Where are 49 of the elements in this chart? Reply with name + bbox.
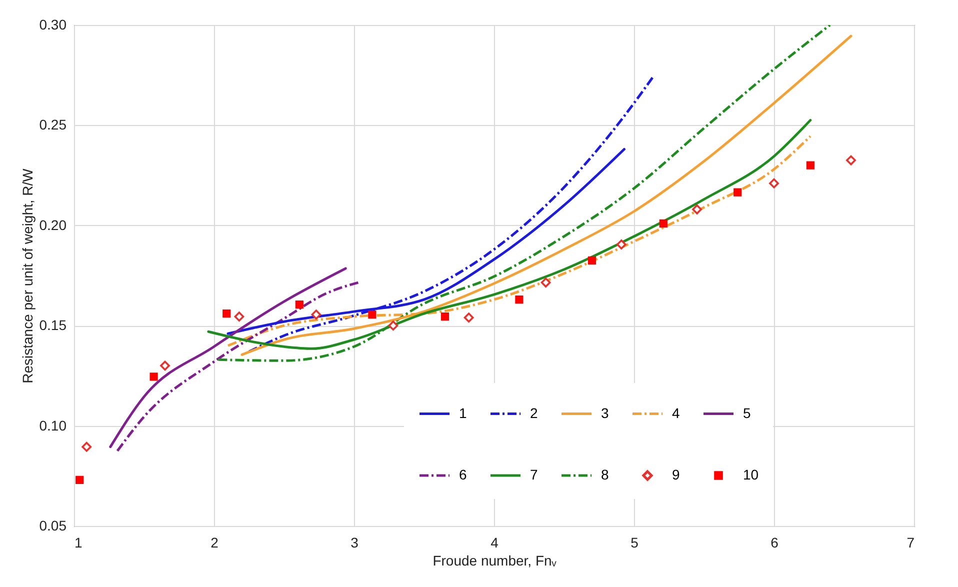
point (515, 296, 524, 304)
point (150, 372, 158, 381)
legend-label: 6 (459, 466, 467, 482)
y-tick-label: 0.20 (39, 216, 67, 233)
y-tick-label: 0.25 (39, 116, 67, 133)
x-tick-label: 1 (74, 534, 82, 550)
point (616, 239, 626, 250)
y-tick-label: 0.30 (39, 16, 67, 32)
point (388, 320, 398, 331)
x-tick-label: 3 (350, 534, 359, 550)
legend-label: 3 (601, 404, 609, 421)
point (440, 312, 450, 321)
legend-label: 10 (743, 466, 759, 482)
point (540, 278, 551, 288)
y-tick-label: 0.05 (39, 518, 67, 534)
legend-label: 7 (530, 466, 538, 482)
legend-label: 4 (672, 404, 680, 421)
x-axis-title: Froude number, Fnᵥ (432, 552, 557, 568)
point (82, 442, 92, 452)
point (311, 310, 322, 320)
x-tick-label: 4 (490, 534, 499, 550)
x-tick-label: 5 (630, 534, 639, 550)
x-tick-label: 2 (210, 534, 219, 550)
point (76, 476, 84, 484)
point (368, 310, 376, 319)
y-tick-label: 0.10 (39, 417, 67, 434)
point (692, 204, 702, 214)
legend-label: 2 (530, 404, 538, 421)
legend-label: 8 (601, 466, 609, 482)
line-series (116, 281, 360, 452)
point (222, 310, 231, 318)
point (659, 219, 668, 228)
point (846, 155, 856, 166)
point (806, 161, 814, 170)
legend-label: 5 (743, 404, 751, 421)
point (588, 256, 596, 265)
point (734, 188, 742, 196)
point (769, 178, 779, 188)
x-tick-label: 7 (906, 534, 915, 550)
x-tick-label: 6 (770, 534, 779, 550)
point (295, 300, 304, 309)
y-axis-title: Resistance per unit of weight, R/W (19, 168, 36, 384)
legend-label: 9 (672, 466, 680, 482)
line-series (109, 267, 347, 448)
y-tick-label: 0.15 (39, 317, 67, 334)
point (464, 312, 474, 323)
point (160, 360, 170, 371)
point (234, 312, 244, 322)
legend-label: 1 (459, 404, 467, 421)
